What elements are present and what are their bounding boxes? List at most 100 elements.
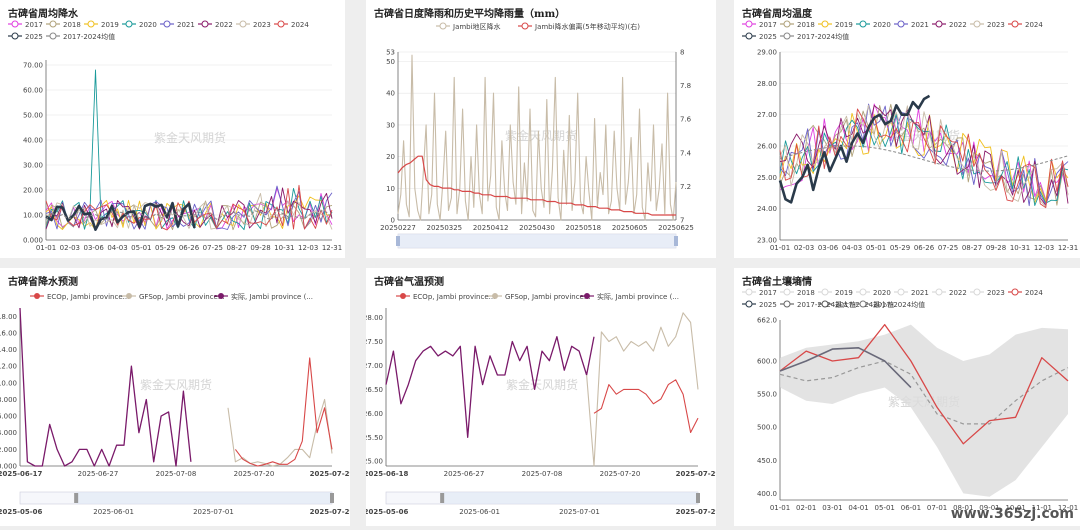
watermark-text: 紫金天风期货 bbox=[154, 130, 226, 145]
legend-marker bbox=[1012, 21, 1018, 27]
watermark-text: 紫金天风期货 bbox=[506, 377, 578, 392]
y-tick-label: 28.00 bbox=[757, 80, 777, 88]
x-tick-label: 05-01 bbox=[875, 504, 895, 512]
x-tick-label: 02-03 bbox=[60, 244, 80, 252]
legend-marker bbox=[440, 23, 446, 29]
chart-title: 古碑省气温预测 bbox=[374, 273, 444, 288]
x-tick-label: 10-31 bbox=[1010, 244, 1030, 252]
legend-label: 2017 bbox=[25, 21, 43, 29]
y-tick-label: 10.00 bbox=[23, 212, 43, 220]
x-tick-label: 20250325 bbox=[427, 224, 463, 232]
legend-marker bbox=[218, 293, 224, 299]
legend-label: 2017 bbox=[759, 289, 777, 297]
y-tick-label: 26.00 bbox=[366, 410, 383, 418]
x-tick-label: 01-01 bbox=[770, 244, 790, 252]
watermark-text: 紫金天风期货 bbox=[505, 128, 577, 143]
legend-marker bbox=[12, 21, 18, 27]
legend-marker bbox=[88, 21, 94, 27]
legend-label: 2020 bbox=[873, 21, 891, 29]
legend-marker bbox=[278, 21, 284, 27]
y-tick-label: 20.00 bbox=[23, 187, 43, 195]
x-tick-label: 01-01 bbox=[36, 244, 56, 252]
legend-label: 2017 bbox=[759, 21, 777, 29]
rain-forecast-chart: ECOp, Jambi province...GFSop, Jambi prov… bbox=[0, 268, 350, 526]
series-eco bbox=[235, 358, 332, 466]
y-tick-label: 450.0 bbox=[757, 457, 777, 465]
legend-label: 2023 bbox=[987, 289, 1005, 297]
x-tick-label: 2025-07-20 bbox=[600, 470, 641, 478]
legend-marker bbox=[784, 21, 790, 27]
x-tick-label: 09-28 bbox=[250, 244, 270, 252]
x-tick-label: 20250605 bbox=[612, 224, 648, 232]
legend-label: 实际, Jambi province (... bbox=[597, 292, 679, 301]
x-tick-label: 06-01 bbox=[901, 504, 921, 512]
legend-marker bbox=[240, 21, 246, 27]
zoom-handle-left bbox=[440, 493, 444, 503]
rain-forecast-panel: 古碑省降水预测 ECOp, Jambi province...GFSop, Ja… bbox=[0, 268, 350, 526]
x-tick-label: 10-31 bbox=[274, 244, 294, 252]
legend-marker bbox=[974, 289, 980, 295]
y-tick-label: 8.000 bbox=[0, 396, 17, 404]
chart-title: 古碑省降水预测 bbox=[8, 273, 78, 288]
y-tick-label: 30.00 bbox=[23, 162, 43, 170]
slider-tick-label: 2025-07-01 bbox=[193, 508, 234, 516]
y2-tick-label: 8 bbox=[680, 49, 684, 57]
legend-marker bbox=[522, 23, 528, 29]
legend-marker bbox=[822, 21, 828, 27]
legend-label: Jambi降水偏离(5年移动平均)(右) bbox=[534, 22, 640, 31]
legend-marker bbox=[860, 289, 866, 295]
legend-label: 2018 bbox=[63, 21, 81, 29]
zoom-handle-right bbox=[674, 236, 678, 246]
legend-marker bbox=[584, 293, 590, 299]
legend-label: 2024 bbox=[1025, 21, 1043, 29]
y-tick-label: 25.00 bbox=[757, 174, 777, 182]
legend-label: 2024 bbox=[291, 21, 309, 29]
y-tick-label: 50 bbox=[386, 58, 395, 66]
legend-marker bbox=[860, 301, 866, 307]
x-tick-label: 03-06 bbox=[818, 244, 839, 252]
x-tick-label: 20250430 bbox=[519, 224, 555, 232]
legend-label: 2024 bbox=[1025, 289, 1043, 297]
legend-label: 2018 bbox=[797, 289, 815, 297]
legend-marker bbox=[126, 21, 132, 27]
legend-label: 2025 bbox=[759, 33, 777, 41]
legend-marker bbox=[126, 293, 132, 299]
x-tick-label: 07-25 bbox=[938, 244, 958, 252]
x-tick-label: 20250227 bbox=[380, 224, 416, 232]
x-tick-label: 20250625 bbox=[658, 224, 694, 232]
legend-label: ECOp, Jambi province... bbox=[413, 293, 495, 301]
y-tick-label: 53 bbox=[386, 49, 395, 57]
legend-marker bbox=[822, 289, 828, 295]
x-tick-label: 12-03 bbox=[298, 244, 318, 252]
legend-marker bbox=[34, 293, 40, 299]
zoom-slider-range bbox=[442, 492, 698, 504]
legend-marker bbox=[784, 33, 790, 39]
legend-marker bbox=[50, 33, 56, 39]
y-tick-label: 600.0 bbox=[757, 358, 777, 366]
x-tick-label: 03-01 bbox=[822, 504, 842, 512]
legend-marker bbox=[50, 21, 56, 27]
y-tick-label: 10 bbox=[386, 185, 395, 193]
x-tick-label: 04-03 bbox=[842, 244, 862, 252]
legend-marker bbox=[164, 21, 170, 27]
legend-marker bbox=[974, 21, 980, 27]
y-tick-label: 24.00 bbox=[757, 205, 777, 213]
zoom-handle-right bbox=[696, 493, 700, 503]
legend-label: 2021 bbox=[177, 21, 195, 29]
y-tick-label: 27.00 bbox=[757, 111, 777, 119]
x-tick-label: 02-03 bbox=[794, 244, 814, 252]
legend-marker bbox=[784, 301, 790, 307]
series-gfs bbox=[587, 313, 698, 466]
y-tick-label: 27.50 bbox=[366, 338, 383, 346]
legend-marker bbox=[936, 289, 942, 295]
x-tick-label: 2025-07-29 bbox=[676, 470, 716, 478]
legend-label: Jambi地区降水 bbox=[452, 22, 501, 31]
legend-label: 2018 bbox=[797, 21, 815, 29]
slider-tick-label: 2025-06-01 bbox=[459, 508, 500, 516]
y-tick-label: 14.00 bbox=[0, 346, 17, 354]
legend-label: 实际, Jambi province (... bbox=[231, 292, 313, 301]
legend-label: 2022 bbox=[949, 21, 967, 29]
